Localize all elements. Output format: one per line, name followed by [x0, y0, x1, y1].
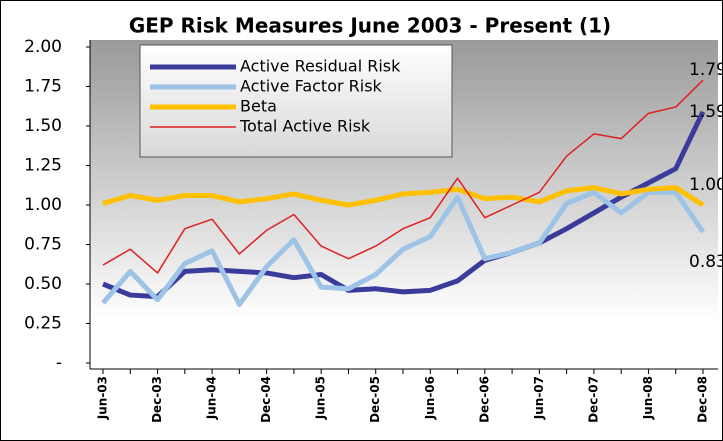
series-line: [102, 185, 705, 208]
chart-title: GEP Risk Measures June 2003 - Present (1…: [129, 14, 611, 38]
legend-label: Active Residual Risk: [240, 57, 401, 76]
legend-label: Active Factor Risk: [240, 77, 383, 96]
x-tick-label: Jun-08: [641, 376, 655, 420]
series-line: [102, 110, 706, 300]
y-tick-label: 0.50: [24, 274, 62, 294]
data-label: 1.79: [689, 60, 723, 80]
y-tick-label: 0.25: [24, 314, 62, 334]
y-tick-label: 2.00: [24, 37, 62, 57]
data-label: 1.00: [689, 175, 723, 195]
data-label: 1.59: [689, 102, 723, 122]
data-label: 0.83: [689, 252, 723, 272]
y-tick-label: 1.50: [24, 116, 62, 136]
legend-label: Beta: [240, 97, 277, 116]
x-tick-label: Dec-04: [259, 376, 273, 423]
x-tick-label: Jun-05: [314, 376, 328, 420]
y-tick-label: 1.25: [24, 156, 62, 176]
x-tick-label: Jun-06: [423, 376, 437, 420]
series-line: [102, 79, 704, 274]
y-tick-label: 0.75: [24, 235, 62, 255]
y-tick-label: 1.75: [24, 77, 62, 97]
x-tick-label: Dec-05: [368, 376, 382, 423]
y-tick-label: -: [56, 353, 62, 373]
x-tick-label: Dec-07: [586, 376, 600, 423]
legend-box: [139, 44, 453, 158]
x-tick-label: Dec-03: [150, 376, 164, 423]
x-tick-label: Jun-04: [205, 376, 219, 420]
x-tick-label: Dec-06: [477, 376, 491, 423]
x-tick-label: Jun-07: [532, 376, 546, 420]
legend-label: Total Active Risk: [239, 117, 371, 136]
y-tick-label: 1.00: [24, 195, 62, 215]
x-tick-label: Jun-03: [96, 376, 110, 420]
series-line: [101, 189, 706, 308]
x-tick-label: Dec-08: [696, 376, 710, 423]
